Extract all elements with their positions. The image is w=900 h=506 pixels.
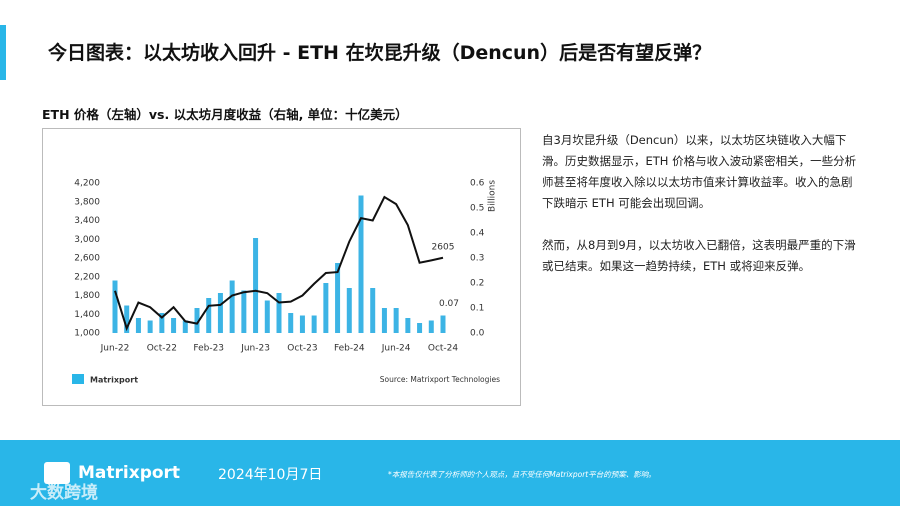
y2-tick-label: 0.2 <box>470 279 484 289</box>
bar <box>299 315 305 333</box>
chart: Matrixport Source: Matrixport Technologi… <box>42 128 521 406</box>
y2-tick-label: 0.3 <box>470 254 484 264</box>
bar <box>171 318 177 333</box>
page-title: 今日图表：以太坊收入回升 - ETH 在坎昆升级（Dencun）后是否有望反弹？ <box>48 42 712 64</box>
y-tick-label: 1,400 <box>74 310 100 320</box>
y2-tick-label: 0.5 <box>470 204 484 214</box>
chart-title: ETH 价格（左轴）vs. 以太坊月度收益（右轴, 单位：十亿美元） <box>42 107 408 122</box>
bar <box>206 298 212 333</box>
x-tick-label: Oct-22 <box>147 344 177 354</box>
bar <box>159 313 165 333</box>
y2-tick-label: 0.6 <box>470 179 485 189</box>
y-tick-label: 2,200 <box>74 272 100 282</box>
y2-tick-label: 0.4 <box>470 229 485 239</box>
y2-tick-label: 0.0 <box>470 329 485 339</box>
bar <box>217 293 223 333</box>
x-tick-label: Jun-23 <box>240 344 270 354</box>
y-tick-label: 3,800 <box>74 197 100 207</box>
bar <box>253 238 259 333</box>
y-tick-label: 3,000 <box>74 235 100 245</box>
bar <box>182 320 188 333</box>
bar <box>264 300 270 333</box>
bar <box>276 293 282 333</box>
body-text: 自3月坎昆升级（Dencun）以来，以太坊区块链收入大幅下滑。历史数据显示，ET… <box>542 130 862 298</box>
bar <box>194 308 200 333</box>
y2-tick-label: 0.1 <box>470 304 484 314</box>
chart-frame <box>42 128 521 406</box>
annotation: 0.07 <box>439 299 459 309</box>
annotation: 2605 <box>432 242 455 252</box>
chart-logo-icon <box>72 374 84 384</box>
bar <box>229 280 235 333</box>
bar <box>393 308 399 333</box>
y2-axis-label: Billions <box>488 180 498 212</box>
bar <box>112 280 118 333</box>
x-tick-label: Oct-24 <box>428 344 459 354</box>
watermark: 大数跨境 <box>30 483 98 503</box>
x-tick-label: Jun-24 <box>381 344 411 354</box>
footer: Matrixport 2024年10月7日 *本报告仅代表了分析师的个人观点，且… <box>0 440 900 506</box>
line <box>114 195 444 332</box>
chart-source: Source: Matrixport Technologies <box>380 375 500 384</box>
bar <box>323 283 329 333</box>
bar <box>417 323 423 333</box>
bar <box>288 313 294 333</box>
x-tick-label: Feb-24 <box>334 344 365 354</box>
bar <box>370 288 376 333</box>
bar <box>135 318 141 333</box>
x-tick-label: Oct-23 <box>287 344 317 354</box>
bar <box>311 315 317 333</box>
footer-brand: Matrixport <box>78 463 181 483</box>
paragraph: 自3月坎昆升级（Dencun）以来，以太坊区块链收入大幅下滑。历史数据显示，ET… <box>542 133 857 210</box>
bar <box>428 320 434 333</box>
x-tick-label: Feb-23 <box>193 344 224 354</box>
footer-disclaimer: *本报告仅代表了分析师的个人观点，且不受任何Matrixport平台的预案、影响… <box>388 470 656 479</box>
bar <box>241 290 247 333</box>
chart-logo: Matrixport <box>90 376 138 385</box>
footer-logo-icon <box>44 462 70 484</box>
bar <box>440 315 446 333</box>
bar <box>346 288 352 333</box>
y-tick-label: 1,000 <box>74 329 100 339</box>
paragraph: 然而，从8月到9月，以太坊收入已翻倍，这表明最严重的下滑或已结束。如果这一趋势持… <box>542 238 856 273</box>
bar <box>124 305 130 333</box>
accent-bar <box>0 25 6 80</box>
y-tick-label: 2,600 <box>74 254 100 264</box>
footer-date: 2024年10月7日 <box>218 467 323 483</box>
bar <box>405 318 411 333</box>
y-tick-label: 4,200 <box>74 179 100 189</box>
bar <box>381 308 387 333</box>
y-tick-label: 1,800 <box>74 291 100 301</box>
bar <box>335 263 341 333</box>
y-tick-label: 3,400 <box>74 216 100 226</box>
bar <box>147 320 153 333</box>
x-tick-label: Jun-22 <box>100 344 130 354</box>
bar <box>358 195 364 333</box>
